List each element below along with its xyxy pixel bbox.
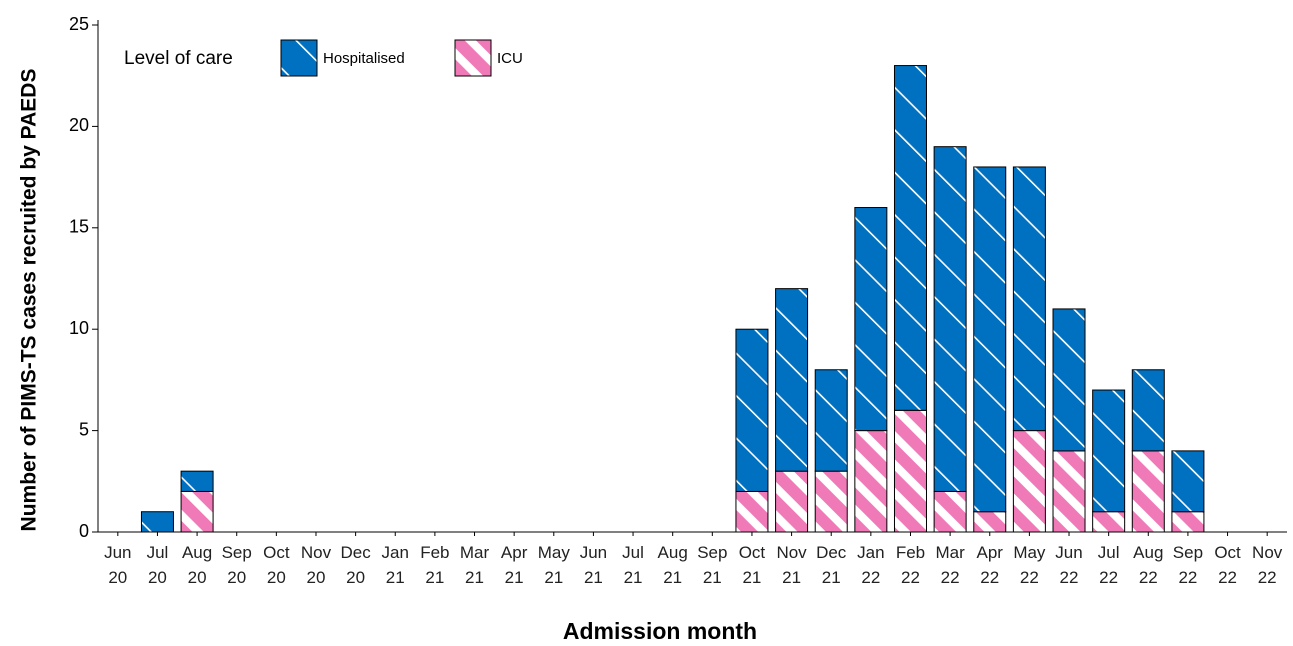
bar-segment	[735, 490, 769, 533]
x-tick-label: Dec 21	[816, 543, 847, 587]
x-tick-label: Jul 22	[1097, 543, 1120, 587]
legend-label: Hospitalised	[323, 50, 405, 67]
legend-swatch	[454, 39, 492, 77]
bar-segment	[1171, 511, 1205, 533]
bar-segment	[933, 146, 967, 492]
bar-segment	[775, 470, 809, 533]
bar-segment	[1171, 450, 1205, 513]
bar-segment	[1012, 430, 1046, 533]
bar-segment	[1131, 450, 1165, 533]
x-tick-label: Sep 22	[1172, 543, 1204, 587]
x-tick-label: Feb 22	[895, 543, 926, 587]
bar-segment	[854, 207, 888, 432]
x-tick-label: Oct 22	[1214, 543, 1241, 587]
y-tick-label: 15	[69, 217, 89, 237]
x-tick-label: Sep 20	[221, 543, 252, 587]
x-tick-label: Mar 22	[935, 543, 965, 587]
x-tick-label: Oct 20	[263, 543, 290, 587]
legend-title: Level of care	[124, 48, 233, 69]
x-tick-label: May 22	[1013, 543, 1046, 587]
bar-segment	[180, 490, 214, 533]
bar-segment	[180, 470, 214, 492]
y-tick-label: 0	[79, 521, 89, 541]
y-tick-label: 20	[69, 115, 89, 135]
bar-segment	[893, 409, 927, 533]
bar-segment	[1012, 166, 1046, 432]
x-tick-label: Jul 21	[622, 543, 644, 587]
x-tick-label: Aug 21	[657, 543, 688, 587]
legend-swatch	[280, 39, 318, 77]
y-tick-label: 10	[69, 318, 89, 338]
bar-segment	[1131, 369, 1165, 452]
x-tick-label: Oct 21	[738, 543, 766, 587]
bar-segment	[973, 166, 1007, 513]
bar-segment	[1052, 450, 1086, 533]
x-tick-label: Jun 20	[104, 543, 132, 587]
x-tick-label: Nov 21	[776, 543, 807, 587]
x-tick-label: Jan 22	[857, 543, 885, 587]
x-tick-label: Apr 22	[976, 543, 1003, 587]
x-tick-label: Aug 20	[181, 543, 213, 587]
bar-segment	[775, 288, 809, 472]
y-tick-label: 25	[69, 14, 89, 34]
bar-segment	[1052, 308, 1086, 452]
x-tick-label: Jun 22	[1055, 543, 1083, 587]
bar-segment	[854, 430, 888, 533]
bar-segment	[933, 490, 967, 533]
x-tick-label: Feb 21	[420, 543, 450, 587]
bar-segment	[814, 369, 848, 472]
bar-segment	[1092, 389, 1126, 513]
y-axis-title: Number of PIMS-TS cases recruited by PAE…	[18, 69, 41, 532]
bar-segment	[140, 511, 174, 533]
bar-segment	[814, 470, 848, 533]
x-tick-label: Jul 20	[146, 543, 169, 587]
legend-label: ICU	[497, 50, 523, 67]
bar-segment	[735, 328, 769, 492]
x-tick-label: Apr 21	[500, 543, 528, 587]
x-tick-label: Nov 22	[1252, 543, 1283, 587]
x-tick-label: Sep 21	[697, 543, 728, 587]
x-tick-label: Jun 21	[579, 543, 608, 587]
x-tick-label: Nov 20	[300, 543, 332, 587]
x-tick-label: Jan 21	[381, 543, 409, 587]
x-tick-label: Dec 20	[340, 543, 371, 587]
y-tick-label: 5	[79, 419, 89, 439]
x-tick-label: Mar 21	[459, 543, 490, 587]
x-tick-label: Aug 22	[1133, 543, 1164, 587]
bar-segment	[973, 511, 1007, 533]
bar-segment	[1092, 511, 1126, 533]
x-axis-title: Admission month	[563, 618, 757, 644]
bar-segment	[893, 65, 927, 411]
x-tick-label: May 21	[537, 543, 570, 587]
